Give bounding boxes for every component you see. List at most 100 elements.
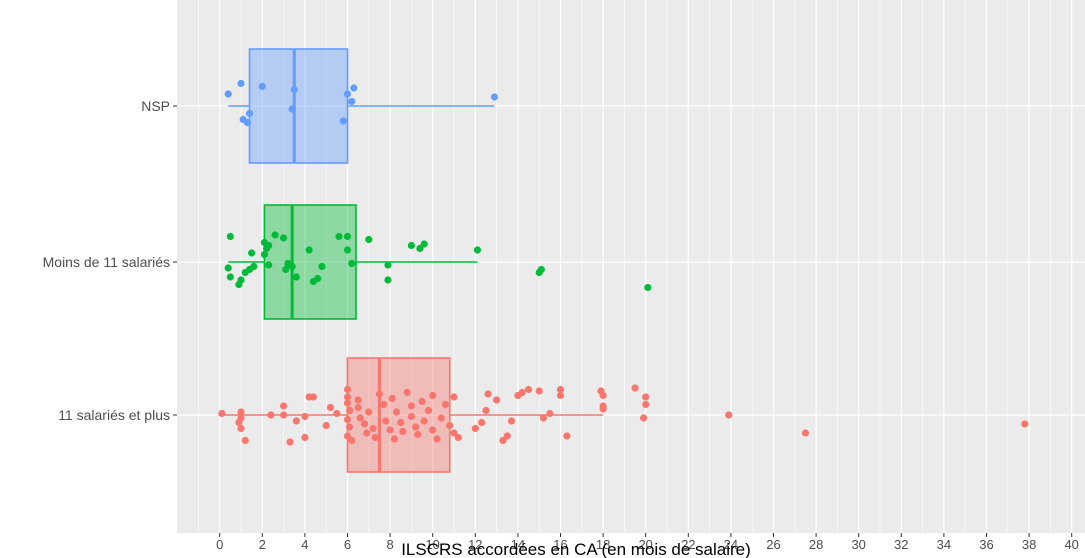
data-point: [418, 397, 426, 406]
data-point: [245, 109, 254, 118]
data-point: [446, 421, 454, 430]
data-point: [314, 274, 322, 283]
data-point: [248, 249, 256, 257]
data-point: [386, 426, 394, 434]
data-point: [235, 418, 243, 427]
x-tick-label: 28: [809, 537, 823, 552]
data-point: [354, 403, 362, 412]
data-point: [348, 259, 356, 268]
data-point: [286, 438, 294, 446]
data-point: [556, 385, 565, 394]
data-point: [356, 414, 364, 422]
data-point: [801, 429, 810, 437]
data-point: [348, 97, 356, 106]
x-tick-label: 22: [681, 537, 695, 552]
data-point: [433, 435, 441, 443]
x-tick-label: 30: [851, 537, 865, 552]
y-axis: NSP Moins de 11 salariés 11 salariés et pl…: [43, 98, 177, 423]
data-point: [371, 433, 379, 442]
data-point: [644, 283, 652, 292]
data-point: [280, 411, 288, 419]
data-point: [369, 424, 377, 433]
data-point: [412, 423, 420, 431]
data-point: [503, 432, 511, 440]
data-point: [237, 408, 245, 416]
data-point: [365, 235, 373, 244]
data-point: [420, 240, 428, 248]
y-category-label: Moins de 11 salariés: [43, 254, 170, 270]
x-tick-label: 16: [553, 537, 567, 552]
data-point: [450, 393, 458, 401]
data-point: [473, 246, 482, 254]
data-point: [392, 408, 401, 416]
data-point: [280, 402, 288, 410]
data-point: [343, 90, 352, 98]
data-point: [322, 421, 330, 430]
data-point: [535, 387, 543, 395]
data-point: [725, 411, 733, 419]
x-tick-label: 8: [386, 537, 393, 552]
data-point: [301, 412, 309, 421]
data-point: [507, 417, 516, 425]
data-point: [343, 393, 352, 401]
box: [346, 357, 451, 473]
x-tick-label: 38: [1022, 537, 1036, 552]
data-point: [271, 231, 279, 239]
data-point: [265, 241, 273, 250]
data-point: [343, 246, 352, 254]
plot-panel: [177, 0, 1085, 533]
data-point: [350, 84, 358, 92]
data-point: [642, 400, 650, 409]
x-tick-label: 2: [259, 537, 266, 552]
data-point: [499, 436, 507, 445]
data-point: [382, 417, 390, 425]
data-point: [384, 261, 392, 269]
data-point: [478, 418, 486, 427]
data-point: [390, 435, 398, 443]
data-point: [1021, 420, 1029, 428]
data-point: [290, 85, 298, 94]
data-point: [407, 241, 415, 250]
data-point: [563, 432, 571, 440]
x-tick-label: 20: [638, 537, 652, 552]
x-tick-label: 40: [1064, 537, 1078, 552]
x-tick-label: 18: [596, 537, 610, 552]
data-point: [546, 409, 554, 418]
x-tick-label: 24: [724, 537, 738, 552]
data-point: [518, 388, 526, 397]
data-point: [484, 390, 492, 398]
x-tick-label: 6: [344, 537, 351, 552]
series-group: [218, 357, 1029, 473]
data-point: [343, 432, 352, 440]
x-tick-label: 0: [216, 537, 223, 552]
box: [263, 204, 357, 320]
x-tick-label: 14: [511, 537, 525, 552]
data-point: [292, 273, 300, 281]
data-point: [631, 384, 639, 392]
data-point: [309, 393, 318, 401]
data-point: [305, 246, 313, 254]
data-point: [403, 388, 411, 397]
series-group: [224, 204, 652, 320]
data-point: [326, 403, 335, 412]
grid-lines: [177, 0, 1085, 533]
data-point: [429, 391, 437, 400]
data-point: [282, 265, 290, 274]
data-point: [333, 409, 341, 418]
data-point: [343, 399, 352, 407]
data-point: [292, 417, 300, 425]
data-point: [399, 427, 407, 436]
data-point: [265, 261, 273, 269]
data-point: [599, 405, 607, 413]
data-point: [237, 79, 245, 88]
data-point: [348, 436, 356, 445]
data-point: [343, 415, 352, 424]
data-point: [237, 276, 245, 284]
data-point: [226, 232, 234, 241]
y-category-label: NSP: [141, 98, 170, 114]
data-point: [416, 244, 424, 253]
x-axis-title: ILSCRS accordées en CA (en mois de salai…: [401, 540, 751, 558]
data-point: [241, 436, 249, 445]
data-point: [524, 385, 533, 394]
